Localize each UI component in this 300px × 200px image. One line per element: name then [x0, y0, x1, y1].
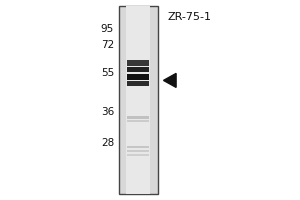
Bar [127, 60, 149, 66]
Bar [127, 154, 149, 156]
Bar [127, 81, 149, 86]
Text: 72: 72 [101, 40, 114, 50]
Bar [127, 74, 149, 80]
Bar [127, 116, 149, 118]
Polygon shape [164, 73, 176, 87]
Bar [126, 6, 150, 194]
Bar [118, 6, 158, 194]
Text: ZR-75-1: ZR-75-1 [167, 12, 211, 22]
Text: 36: 36 [101, 107, 114, 117]
Bar [127, 146, 149, 148]
Text: 28: 28 [101, 138, 114, 148]
Text: 95: 95 [101, 24, 114, 34]
Bar [127, 120, 149, 122]
Bar [127, 150, 149, 152]
Bar [127, 67, 149, 72]
Text: 55: 55 [101, 68, 114, 78]
